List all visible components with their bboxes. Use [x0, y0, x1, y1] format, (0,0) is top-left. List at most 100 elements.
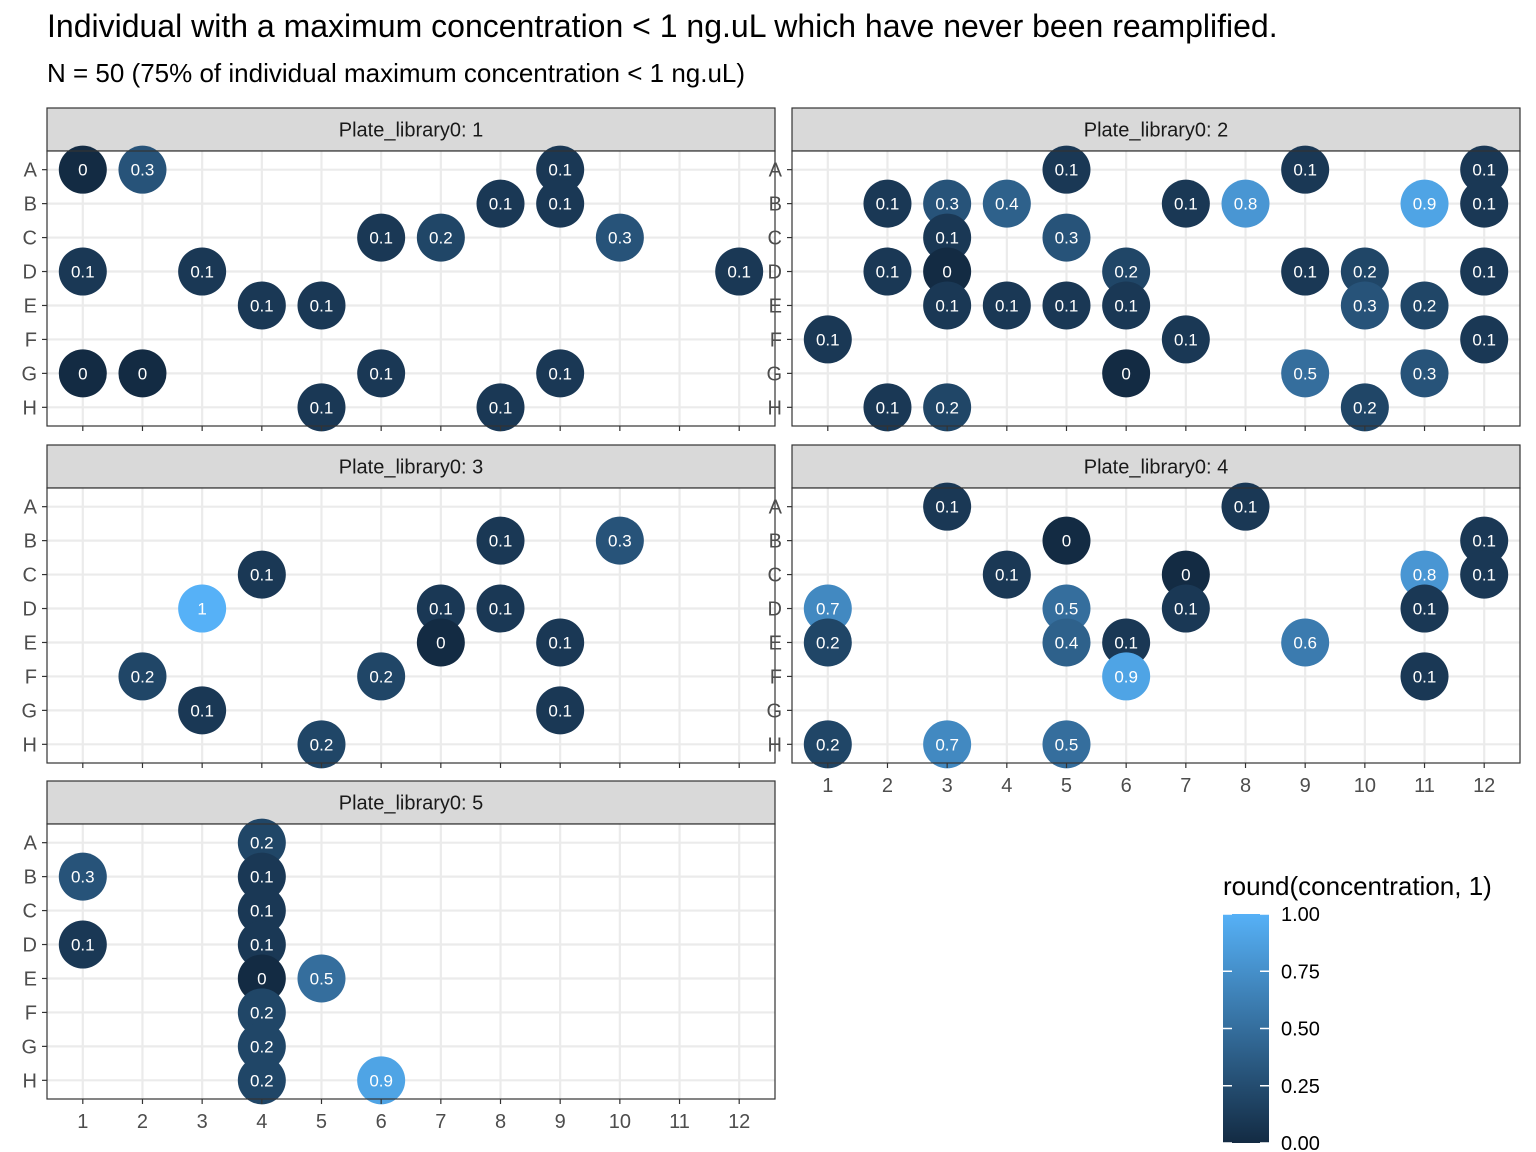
- facet-strip: [791, 444, 1521, 489]
- data-point-label: 0.2: [816, 735, 840, 754]
- panel-border: [791, 150, 1521, 427]
- panel-background: [792, 488, 1520, 763]
- data-point-label: 0.6: [1293, 633, 1317, 652]
- data-point-label: 0.1: [190, 263, 214, 282]
- data-point: [595, 213, 644, 262]
- data-point: [237, 281, 286, 330]
- y-tick-label: A: [769, 160, 783, 182]
- data-point-label: 0.1: [935, 296, 959, 315]
- x-tick-label: 10: [1354, 775, 1376, 797]
- data-point-label: 0.1: [1472, 566, 1496, 585]
- data-point: [237, 920, 286, 969]
- data-point: [923, 179, 972, 228]
- x-tick-label: 5: [1061, 775, 1072, 797]
- data-point: [1102, 247, 1151, 296]
- x-tick-label: 4: [1001, 775, 1012, 797]
- y-tick-label: G: [21, 1036, 37, 1058]
- data-point: [297, 720, 346, 769]
- data-point-label: 0.1: [1472, 263, 1496, 282]
- y-tick-label: B: [24, 867, 37, 889]
- y-tick-label: A: [24, 497, 38, 519]
- data-point-label: 0.1: [489, 600, 513, 619]
- data-point: [1460, 550, 1509, 599]
- y-tick-label: E: [24, 968, 37, 990]
- data-point-label: 0.1: [876, 398, 900, 417]
- data-point: [803, 315, 852, 364]
- data-point-label: 0.1: [190, 701, 214, 720]
- x-tick-label: 11: [1414, 775, 1435, 797]
- x-tick-label: 2: [882, 775, 893, 797]
- chart-subtitle: N = 50 (75% of individual maximum concen…: [47, 58, 746, 88]
- data-point: [982, 179, 1031, 228]
- data-point-label: 0.1: [1293, 263, 1317, 282]
- x-tick-label: 3: [942, 775, 953, 797]
- data-point-label: 0.1: [369, 229, 393, 248]
- data-point: [715, 247, 764, 296]
- data-point: [863, 247, 912, 296]
- data-point-label: 0.4: [1055, 633, 1079, 652]
- data-point: [1460, 145, 1509, 194]
- data-point: [237, 1022, 286, 1071]
- x-tick-label: 1: [822, 775, 833, 797]
- data-point: [536, 145, 585, 194]
- data-point: [982, 281, 1031, 330]
- data-point-label: 0.1: [548, 701, 572, 720]
- panel-background: [47, 824, 775, 1099]
- y-tick-label: G: [21, 700, 37, 722]
- data-point: [476, 383, 525, 432]
- data-point-label: 0.1: [1055, 296, 1079, 315]
- data-point-label: 0.1: [1472, 532, 1496, 551]
- data-point: [803, 618, 852, 667]
- panel-border: [791, 487, 1521, 764]
- data-point: [237, 1056, 286, 1105]
- data-point-label: 0.2: [1114, 263, 1138, 282]
- data-point: [1042, 584, 1091, 633]
- data-point: [982, 550, 1031, 599]
- y-tick-label: H: [23, 1070, 37, 1092]
- data-point: [1400, 584, 1449, 633]
- data-point: [297, 954, 346, 1003]
- data-point: [357, 652, 406, 701]
- facet-strip-label: Plate_library0: 1: [339, 120, 484, 142]
- data-point: [416, 618, 465, 667]
- y-tick-label: C: [768, 228, 782, 250]
- x-tick-label: 8: [495, 1111, 506, 1133]
- data-point: [536, 349, 585, 398]
- data-point-label: 0.1: [1472, 330, 1496, 349]
- y-tick-label: F: [25, 666, 37, 688]
- data-point: [58, 852, 107, 901]
- data-point-label: 0.1: [1293, 161, 1317, 180]
- x-tick-label: 2: [137, 1111, 148, 1133]
- data-point-label: 0.1: [995, 566, 1019, 585]
- data-point: [863, 383, 912, 432]
- data-point: [297, 281, 346, 330]
- y-tick-label: D: [768, 599, 782, 621]
- data-point-label: 0.3: [131, 161, 155, 180]
- data-point: [1161, 584, 1210, 633]
- data-point-label: 0.2: [250, 1071, 274, 1090]
- facet-strip-label: Plate_library0: 3: [339, 457, 484, 479]
- data-point-label: 0.1: [489, 532, 513, 551]
- y-tick-label: H: [23, 734, 37, 756]
- data-point-label: 0: [1181, 566, 1190, 585]
- data-point-label: 0.3: [1413, 364, 1437, 383]
- data-point: [237, 954, 286, 1003]
- legend-break-label: 0.75: [1281, 961, 1320, 983]
- data-point-label: 0.9: [369, 1071, 393, 1090]
- data-point-label: 0.1: [935, 229, 959, 248]
- data-point-label: 0: [942, 263, 951, 282]
- data-point-label: 0.1: [71, 936, 95, 955]
- data-point-label: 1: [197, 600, 206, 619]
- y-tick-label: B: [769, 194, 782, 216]
- data-point: [1102, 349, 1151, 398]
- data-point-label: 0.1: [1472, 161, 1496, 180]
- data-point: [416, 584, 465, 633]
- y-tick-label: C: [23, 901, 37, 923]
- y-tick-label: F: [770, 329, 782, 351]
- data-point-label: 0.2: [816, 633, 840, 652]
- data-point: [1042, 516, 1091, 565]
- data-point-label: 0.8: [1413, 566, 1437, 585]
- data-point-label: 0.1: [935, 498, 959, 517]
- data-point-label: 0.5: [310, 969, 334, 988]
